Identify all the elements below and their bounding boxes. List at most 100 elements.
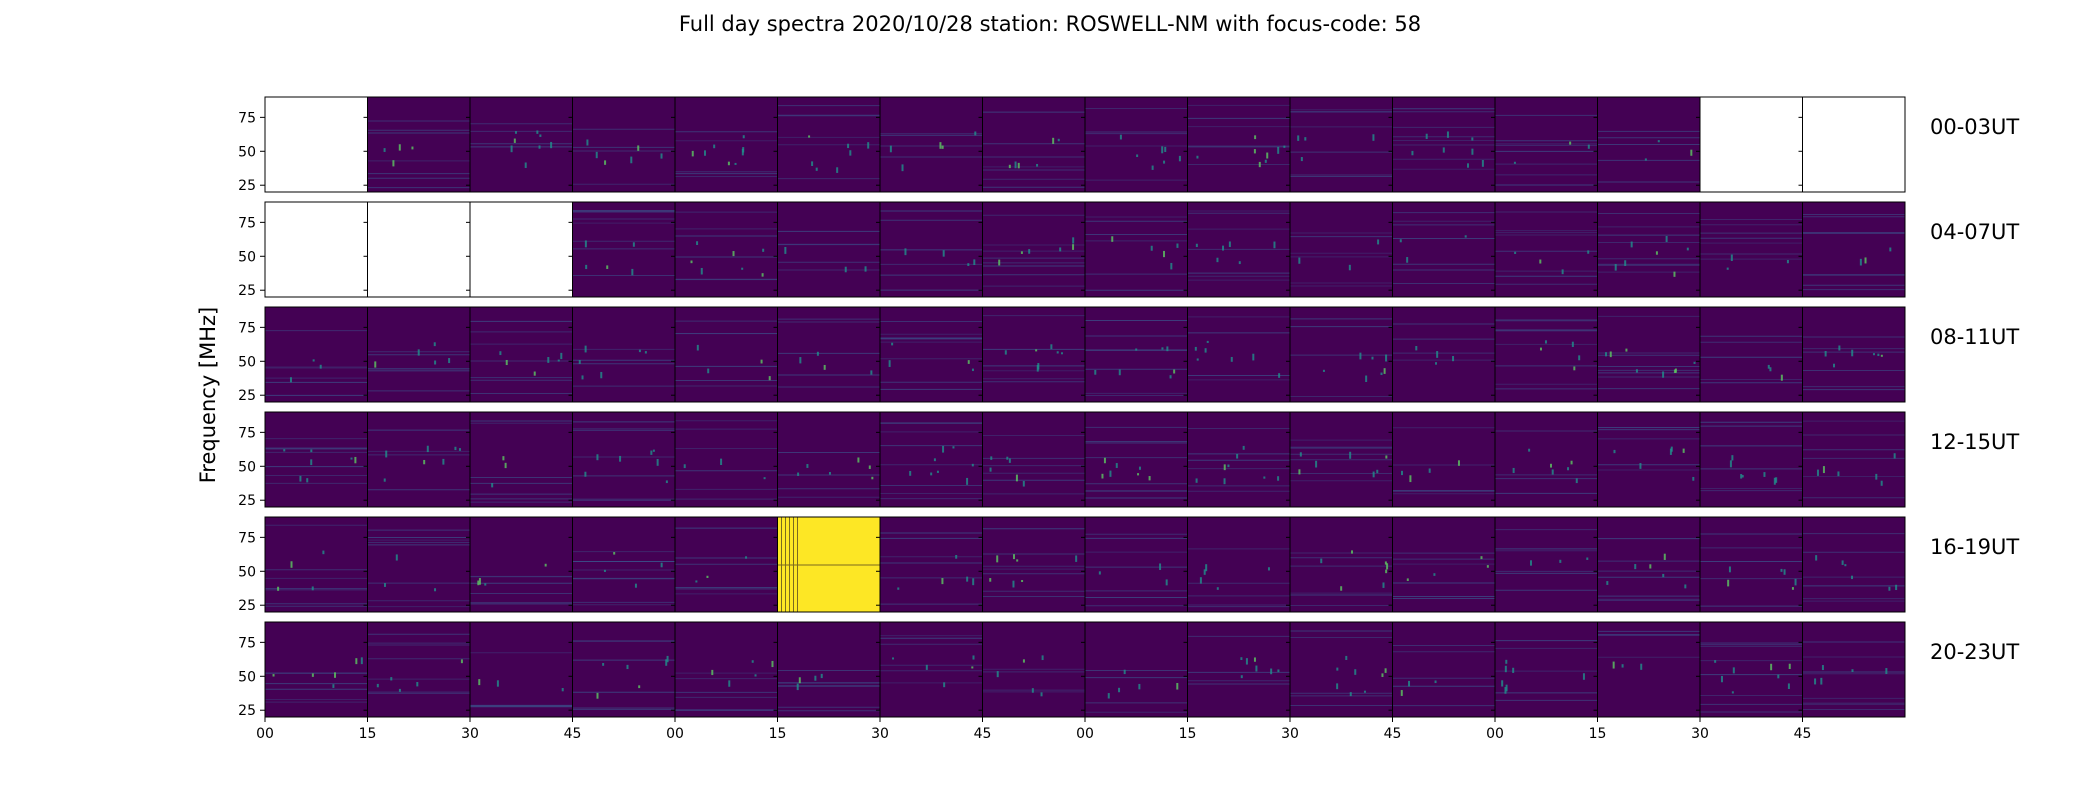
spectrogram-panel	[1700, 97, 1803, 192]
burst-mark	[1732, 667, 1735, 674]
burst-mark	[1851, 575, 1854, 580]
burst-mark	[277, 586, 280, 591]
burst-mark	[1841, 560, 1844, 565]
spectrogram-panel	[265, 97, 368, 192]
burst-mark	[1320, 558, 1323, 564]
burst-mark	[1118, 369, 1121, 376]
burst-mark	[796, 683, 799, 691]
burst-mark	[930, 472, 933, 476]
burst-mark	[1052, 137, 1055, 144]
spectrogram-panel	[777, 412, 880, 507]
burst-mark	[1777, 674, 1780, 679]
y-tick-label: 25	[238, 178, 256, 194]
burst-mark	[889, 145, 892, 153]
burst-mark	[1028, 249, 1031, 254]
burst-mark	[561, 688, 564, 692]
burst-mark	[557, 359, 560, 362]
spectrogram-panel	[982, 412, 1085, 507]
burst-mark	[1821, 665, 1824, 671]
burst-mark	[376, 683, 379, 688]
burst-mark	[996, 671, 999, 678]
burst-mark	[1227, 464, 1230, 468]
burst-mark	[1655, 251, 1658, 255]
burst-mark	[1266, 152, 1269, 159]
burst-mark	[1109, 470, 1112, 477]
burst-mark	[1170, 262, 1173, 270]
spectrogram-panel	[675, 202, 778, 297]
spectrogram-panel	[982, 307, 1085, 402]
burst-mark	[1107, 693, 1110, 699]
y-tick-label: 50	[238, 354, 256, 370]
spectrogram-panel	[1495, 622, 1598, 717]
spectrogram-panel	[572, 97, 675, 192]
y-tick-label: 75	[238, 530, 256, 546]
burst-mark	[973, 259, 976, 266]
burst-mark	[1148, 476, 1151, 481]
burst-mark	[1582, 673, 1585, 680]
burst-mark	[941, 145, 944, 149]
burst-mark	[1252, 353, 1255, 361]
burst-mark	[603, 569, 606, 572]
burst-mark	[1178, 155, 1181, 162]
burst-mark	[1428, 468, 1431, 473]
spectrogram-panel	[572, 412, 675, 507]
burst-mark	[704, 150, 707, 156]
burst-mark	[998, 259, 1001, 266]
burst-mark	[734, 162, 737, 165]
y-tick-label: 25	[238, 283, 256, 299]
burst-mark	[1775, 477, 1778, 483]
burst-mark	[1614, 264, 1617, 271]
burst-mark	[760, 359, 763, 364]
burst-mark	[1111, 236, 1114, 242]
burst-mark	[1780, 374, 1783, 381]
burst-mark	[1345, 655, 1348, 660]
burst-mark	[478, 578, 481, 585]
burst-mark	[311, 586, 314, 591]
burst-mark	[909, 470, 912, 476]
burst-mark	[700, 267, 703, 275]
burst-mark	[1216, 257, 1219, 263]
burst-mark	[967, 360, 970, 364]
burst-mark	[596, 454, 599, 461]
burst-mark	[1575, 478, 1578, 484]
burst-mark	[971, 368, 974, 372]
burst-mark	[1539, 259, 1542, 264]
burst-mark	[1138, 683, 1141, 690]
burst-mark	[1571, 341, 1574, 347]
burst-mark	[1056, 351, 1059, 354]
spectrogram-panel	[982, 622, 1085, 717]
burst-mark	[1299, 452, 1302, 457]
burst-mark	[513, 138, 516, 143]
spectrogram-panel	[1802, 517, 1905, 612]
spectrogram-panel	[1802, 622, 1905, 717]
burst-mark	[586, 139, 589, 146]
burst-mark	[798, 677, 801, 684]
burst-mark	[1203, 569, 1206, 575]
burst-mark	[1385, 455, 1388, 459]
burst-mark	[901, 164, 904, 172]
spectrogram-panel	[470, 97, 573, 192]
burst-mark	[1381, 673, 1384, 677]
spectrogram-panel	[367, 517, 470, 612]
burst-mark	[996, 555, 999, 563]
burst-mark	[820, 673, 823, 679]
spectrogram-panel	[880, 517, 983, 612]
burst-mark	[1165, 579, 1168, 586]
burst-mark	[836, 167, 839, 173]
burst-mark	[1481, 160, 1484, 167]
burst-mark	[1587, 250, 1590, 254]
burst-mark	[1012, 554, 1015, 560]
burst-mark	[332, 684, 335, 688]
burst-mark	[1634, 564, 1637, 570]
burst-mark	[1674, 368, 1677, 373]
burst-mark	[971, 463, 974, 467]
burst-mark	[1094, 369, 1097, 375]
burst-mark	[1195, 243, 1198, 248]
burst-mark	[1433, 573, 1436, 576]
burst-mark	[392, 160, 395, 167]
burst-mark	[1222, 245, 1225, 251]
burst-mark	[1587, 144, 1590, 149]
burst-mark	[584, 345, 587, 353]
x-tick-label: 15	[359, 726, 377, 742]
burst-mark	[1605, 352, 1608, 357]
